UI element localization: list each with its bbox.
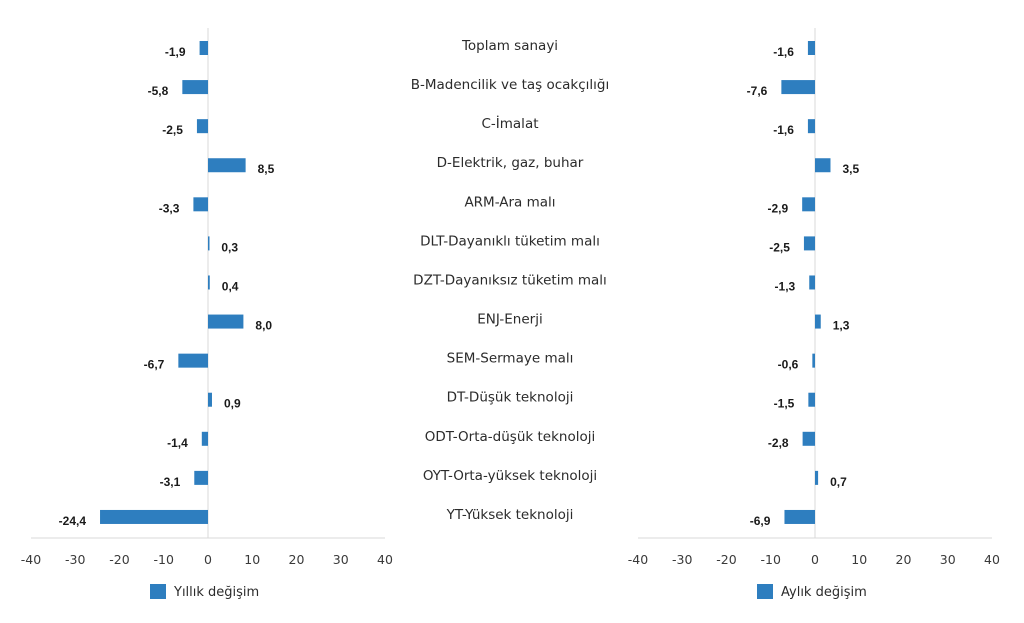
x-tick-label: 10 xyxy=(851,552,867,567)
bar xyxy=(208,314,244,329)
value-label: -2,5 xyxy=(769,240,790,254)
category-label: DZT-Dayanıksız tüketim malı xyxy=(413,272,607,288)
monthly-change-panel: -40 -30 -20 -10 0 10 20 30 40 -1,6 -7,6 -1,6 3,5 -2,9… xyxy=(628,28,1000,600)
category-label: ODT-Orta-düşük teknoloji xyxy=(425,429,595,445)
x-tick-label: -40 xyxy=(628,552,648,567)
x-tick-label: 20 xyxy=(896,552,912,567)
value-label: 0,9 xyxy=(224,397,241,411)
value-label: 0,4 xyxy=(222,279,239,293)
x-tick-label: -30 xyxy=(65,552,85,567)
value-label: -0,6 xyxy=(778,358,799,372)
category-label: YT-Yüksek teknoloji xyxy=(446,507,574,523)
value-label: -1,3 xyxy=(775,279,796,293)
bar xyxy=(182,80,208,95)
category-label: B-Madencilik ve taş ocakçılığı xyxy=(411,77,610,93)
bar xyxy=(178,353,208,368)
value-label: 0,7 xyxy=(830,475,847,489)
value-label: -3,1 xyxy=(160,475,181,489)
legend-swatch xyxy=(757,584,773,599)
value-label: -6,7 xyxy=(144,358,165,372)
legend-label: Yıllık değişim xyxy=(173,585,259,600)
bar xyxy=(100,509,208,524)
x-tick-label: 20 xyxy=(289,552,305,567)
category-label: OYT-Orta-yüksek teknoloji xyxy=(423,468,597,484)
value-label: -1,9 xyxy=(165,45,186,59)
value-label: -2,9 xyxy=(767,201,788,215)
category-label: SEM-Sermaye malı xyxy=(447,351,574,367)
bar xyxy=(784,509,815,524)
bar xyxy=(803,236,815,251)
bar xyxy=(199,41,208,55)
bar xyxy=(781,80,815,95)
value-label: -3,3 xyxy=(159,201,180,215)
value-label: -24,4 xyxy=(59,514,87,528)
value-label: -1,6 xyxy=(773,123,794,137)
category-label: D-Elektrik, gaz, buhar xyxy=(437,155,584,171)
category-label: DT-Düşük teknoloji xyxy=(447,390,574,406)
x-tick-label: 10 xyxy=(244,552,260,567)
bar xyxy=(808,392,815,407)
bar xyxy=(208,392,212,407)
x-tick-label: -20 xyxy=(109,552,129,567)
bar xyxy=(208,275,210,290)
bar xyxy=(208,236,210,251)
x-tick-label: 40 xyxy=(984,552,1000,567)
value-label: 8,5 xyxy=(258,162,275,176)
category-labels: Toplam sanayi B-Madencilik ve taş ocakçıl… xyxy=(411,38,610,523)
value-label: -1,5 xyxy=(774,397,795,411)
bar xyxy=(201,431,208,446)
legend-swatch xyxy=(150,584,166,599)
x-tick-label: 0 xyxy=(811,552,819,567)
x-tick-label: -10 xyxy=(154,552,174,567)
category-label: Toplam sanayi xyxy=(461,38,558,54)
x-tick-label: 30 xyxy=(940,552,956,567)
bar xyxy=(802,431,815,446)
value-label: -6,9 xyxy=(750,514,771,528)
x-tick-label: 0 xyxy=(204,552,212,567)
bar xyxy=(807,119,815,134)
annual-change-panel: -40 -30 -20 -10 0 10 20 30 40 -1,9 -5,8 -2,5 8,5 -3,3… xyxy=(21,28,393,600)
bar xyxy=(815,314,821,329)
x-tick-label: 30 xyxy=(333,552,349,567)
category-label: DLT-Dayanıklı tüketim malı xyxy=(420,233,600,249)
bar xyxy=(193,197,208,212)
bar xyxy=(815,158,831,173)
x-tick-label: -30 xyxy=(672,552,692,567)
x-tick-label: -40 xyxy=(21,552,41,567)
bar xyxy=(802,197,815,212)
bar xyxy=(196,119,208,134)
legend-label: Aylık değişim xyxy=(781,585,867,600)
category-label: ARM-Ara malı xyxy=(464,194,555,210)
x-tick-label: -10 xyxy=(761,552,781,567)
bar xyxy=(815,470,819,485)
category-label: C-İmalat xyxy=(481,114,538,132)
value-label: -1,6 xyxy=(773,45,794,59)
bar xyxy=(194,470,208,485)
value-label: -7,6 xyxy=(747,84,768,98)
x-tick-label: -20 xyxy=(716,552,736,567)
value-label: -5,8 xyxy=(148,84,169,98)
bar xyxy=(208,158,246,173)
bar xyxy=(809,275,815,290)
value-label: 1,3 xyxy=(833,319,850,333)
bar xyxy=(812,353,815,368)
value-label: 8,0 xyxy=(255,319,272,333)
bar xyxy=(807,41,815,55)
value-label: 3,5 xyxy=(842,162,859,176)
value-label: -1,4 xyxy=(167,436,188,450)
category-label: ENJ-Enerji xyxy=(477,312,542,328)
value-label: 0,3 xyxy=(221,240,238,254)
value-label: -2,8 xyxy=(768,436,789,450)
x-tick-label: 40 xyxy=(377,552,393,567)
value-label: -2,5 xyxy=(162,123,183,137)
